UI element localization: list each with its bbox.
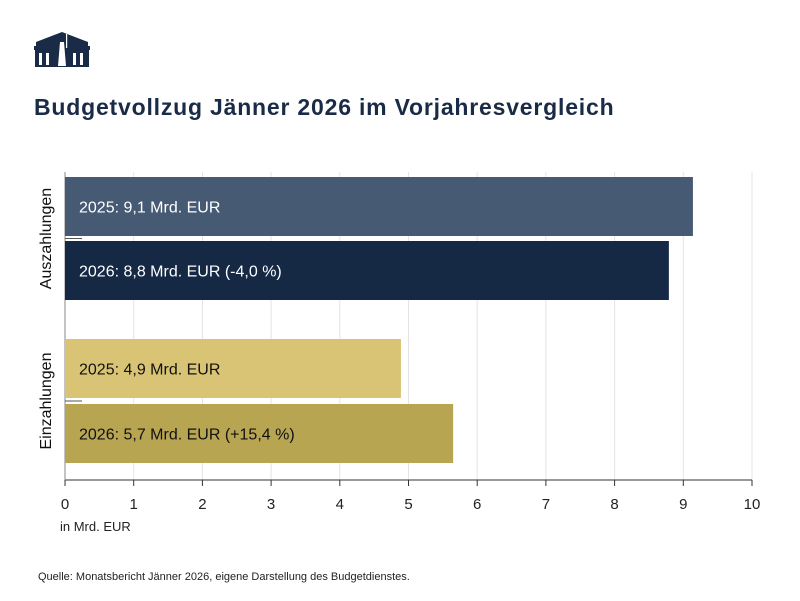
chart-title: Budgetvollzug Jänner 2026 im Vorjahresve…	[34, 94, 615, 120]
category-label: Einzahlungen	[38, 353, 55, 450]
x-tick-label: 1	[130, 496, 138, 513]
x-tick-label: 9	[679, 496, 687, 513]
category-label: Auszahlungen	[38, 188, 55, 289]
x-tick-label: 6	[473, 496, 481, 513]
x-tick-label: 3	[267, 496, 275, 513]
x-tick-label: 4	[336, 496, 344, 513]
bar-label: 2025: 9,1 Mrd. EUR	[79, 200, 220, 217]
bar	[65, 404, 454, 463]
bar-label: 2026: 5,7 Mrd. EUR (+15,4 %)	[79, 427, 295, 444]
source-note: Quelle: Monatsbericht Jänner 2026, eigen…	[38, 571, 410, 583]
x-tick-label: 5	[404, 496, 412, 513]
x-axis-label: in Mrd. EUR	[60, 519, 131, 534]
x-tick-label: 10	[744, 496, 761, 513]
bar	[65, 339, 401, 398]
bar-label: 2025: 4,9 Mrd. EUR	[79, 362, 220, 379]
bar	[65, 177, 693, 236]
bar-label: 2026: 8,8 Mrd. EUR (-4,0 %)	[79, 264, 282, 281]
x-tick-label: 8	[610, 496, 618, 513]
x-tick-label: 0	[61, 496, 69, 513]
bar	[65, 241, 669, 300]
parliament-logo-icon	[34, 32, 90, 67]
x-tick-label: 7	[542, 496, 550, 513]
x-tick-label: 2	[198, 496, 206, 513]
